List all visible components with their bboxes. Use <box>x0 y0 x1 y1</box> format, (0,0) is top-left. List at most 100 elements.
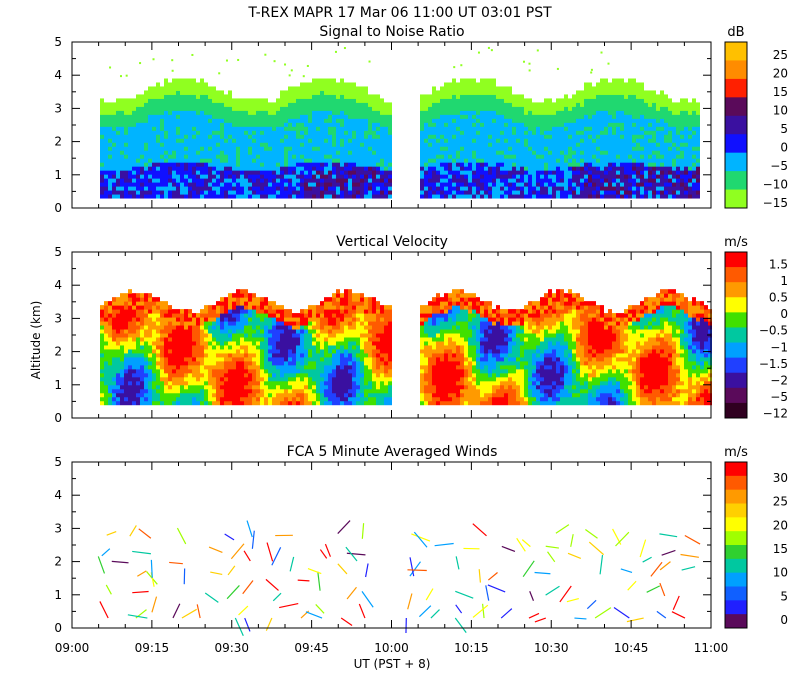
snr-cell <box>344 102 348 107</box>
snr-cell <box>160 114 164 119</box>
snr-cell <box>624 166 628 171</box>
velocity-cell <box>220 400 224 406</box>
snr-cell <box>556 114 560 119</box>
snr-cell <box>156 142 160 147</box>
snr-cell <box>180 78 184 84</box>
snr-cell <box>308 126 312 131</box>
snr-cell <box>220 162 224 167</box>
snr-cell <box>292 94 296 99</box>
snr-cell <box>304 174 308 179</box>
snr-cell <box>508 178 512 183</box>
snr-cell <box>660 138 664 143</box>
velocity-cell <box>128 293 132 298</box>
snr-cell <box>148 162 152 167</box>
snr-cell <box>632 162 636 167</box>
snr-cell <box>360 118 364 123</box>
snr-cell <box>456 154 460 159</box>
snr-cell <box>244 186 248 191</box>
velocity-cell <box>180 376 184 382</box>
snr-cell <box>356 170 360 175</box>
snr-cell <box>308 86 312 91</box>
snr-cell <box>600 110 604 115</box>
snr-cell <box>164 162 168 167</box>
snr-cell <box>692 134 696 139</box>
snr-cell <box>516 142 520 147</box>
snr-cell <box>696 122 700 127</box>
snr-cell <box>620 114 624 119</box>
snr-cell <box>492 130 496 135</box>
snr-cell <box>452 106 456 111</box>
y-axis-label: Altitude (km) <box>29 301 43 380</box>
snr-cell <box>548 194 552 199</box>
velocity-cell <box>172 360 176 366</box>
snr-cell <box>592 98 596 103</box>
snr-cell <box>432 166 436 171</box>
snr-cell <box>268 186 272 191</box>
snr-cell <box>176 194 180 199</box>
snr-cell <box>452 178 456 183</box>
snr-cell <box>276 154 280 159</box>
snr-cell <box>180 138 184 143</box>
snr-cell <box>592 170 596 175</box>
velocity-cell <box>132 344 136 350</box>
snr-cell <box>132 118 136 123</box>
snr-cell <box>200 166 204 171</box>
snr-cell <box>204 98 208 103</box>
snr-cell <box>636 178 640 183</box>
snr-cell <box>356 142 360 147</box>
velocity-cell <box>224 301 228 306</box>
snr-cell <box>572 118 576 123</box>
snr-cell <box>180 102 184 107</box>
velocity-cell <box>228 321 232 326</box>
snr-cell <box>208 118 212 123</box>
snr-cell <box>228 98 232 103</box>
snr-cell <box>456 98 460 103</box>
snr-cell <box>580 194 584 199</box>
snr-cell <box>116 114 120 119</box>
snr-cell <box>332 154 336 159</box>
snr-cell <box>696 158 700 163</box>
snr-cell <box>472 138 476 143</box>
velocity-cell <box>164 392 168 398</box>
snr-cell <box>568 102 572 107</box>
snr-cell <box>372 98 376 103</box>
snr-cell <box>568 158 572 163</box>
snr-cell <box>224 126 228 131</box>
snr-cell <box>244 134 248 139</box>
snr-cell <box>208 150 212 155</box>
snr-cell <box>320 86 324 91</box>
snr-cell <box>236 190 240 195</box>
snr-cell <box>488 158 492 163</box>
snr-cell <box>520 94 524 99</box>
velocity-cell <box>196 360 200 366</box>
snr-cell <box>240 194 244 199</box>
snr-cell <box>156 154 160 159</box>
snr-cell <box>560 126 564 131</box>
velocity-cell <box>204 340 208 346</box>
snr-cell <box>320 114 324 119</box>
velocity-cell <box>152 368 156 374</box>
snr-cell <box>292 118 296 123</box>
snr-cell <box>280 126 284 131</box>
snr-cell <box>640 174 644 179</box>
snr-cell <box>612 90 616 95</box>
snr-cell <box>492 86 496 91</box>
velocity-cell <box>108 352 112 358</box>
snr-cell <box>656 146 660 151</box>
snr-cell <box>128 106 132 111</box>
snr-cell <box>300 138 304 143</box>
snr-cell <box>148 174 152 179</box>
snr-cell <box>112 150 116 155</box>
snr-cell <box>456 150 460 155</box>
velocity-cell <box>164 336 168 342</box>
velocity-cell <box>148 297 152 302</box>
snr-cell <box>628 150 632 155</box>
snr-cell <box>352 106 356 111</box>
snr-cell <box>656 142 660 147</box>
snr-cell <box>604 162 608 167</box>
snr-cell <box>624 162 628 167</box>
velocity-cell <box>212 317 216 322</box>
snr-cell <box>588 126 592 131</box>
snr-cell <box>332 138 336 143</box>
snr-cell <box>480 102 484 107</box>
